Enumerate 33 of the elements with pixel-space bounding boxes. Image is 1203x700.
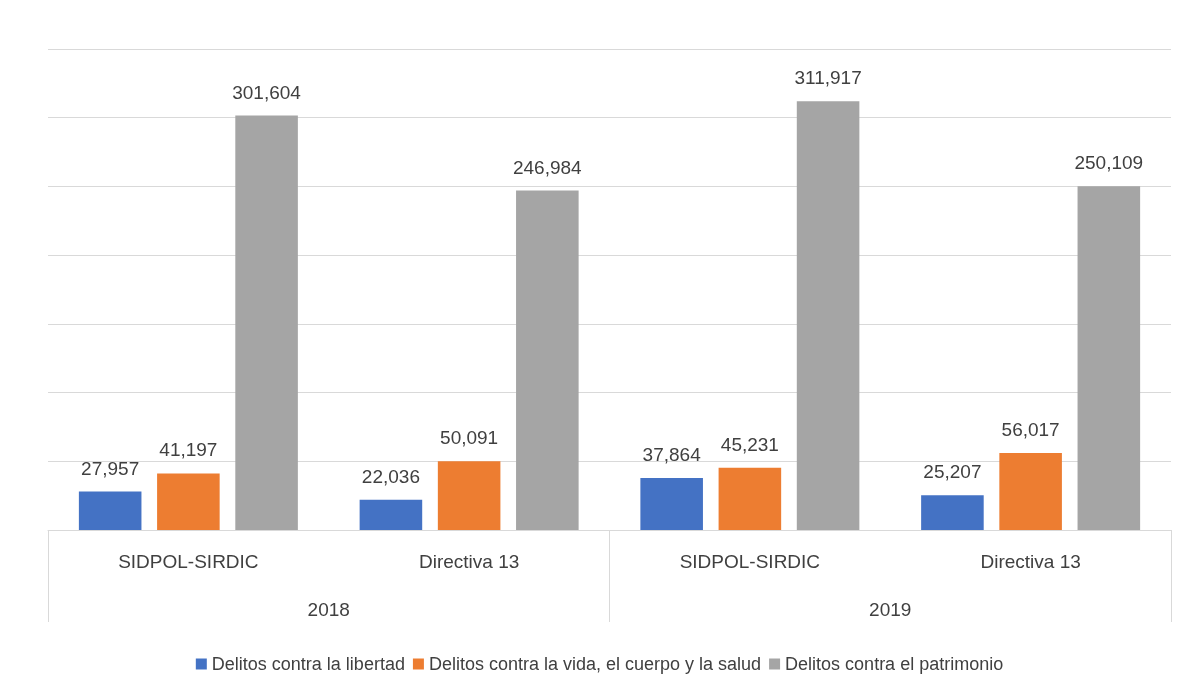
bar [516,190,579,530]
bar [640,477,703,530]
x-tick-label: Directiva 13 [980,551,1081,572]
bar [437,461,501,530]
data-label: 301,604 [232,81,302,103]
data-label: 50,091 [440,427,499,449]
x-tick-label: SIDPOL-SIRDIC [679,551,821,572]
bar [157,473,220,530]
x-tick-label: Directiva 13 [418,551,520,572]
bar [235,115,298,530]
legend-label: Delitos contra la vida, el cuerpo y la salud [428,654,762,674]
bar [999,453,1062,530]
legend-label: Delitos contra la libertad [211,654,405,674]
text: 2019 [869,599,912,620]
legend-label: Delitos contra el patrimonio [785,654,1004,674]
x-tick-label: SIDPOL-SIRDIC [118,551,259,572]
bar [78,491,142,530]
data-label: 45,231 [720,433,779,455]
data-label: 246,984 [512,156,583,178]
bar [1077,186,1141,530]
bar [796,101,860,530]
data-label: 56,017 [1001,419,1060,441]
data-label: 41,197 [159,439,218,461]
bar [718,467,782,530]
data-label: 22,036 [361,465,420,487]
bar [921,495,984,530]
data-label: 27,957 [81,457,140,479]
bar [359,499,423,530]
data-label: 25,207 [923,461,982,483]
text: 2018 [307,599,350,620]
data-label: 250,109 [1074,152,1144,174]
data-label: 37,864 [642,443,702,465]
data-label: 311,917 [794,67,862,89]
